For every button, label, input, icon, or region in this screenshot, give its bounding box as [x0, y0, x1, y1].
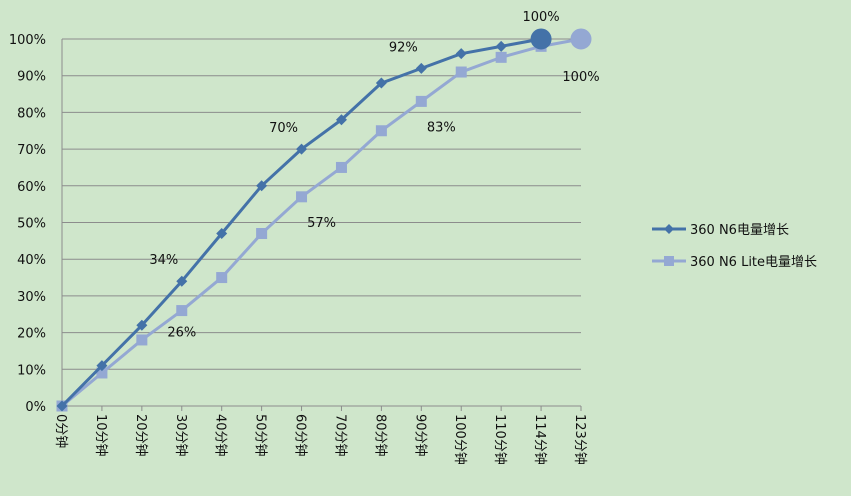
y-tick-label: 30% — [17, 290, 46, 305]
series-point-1 — [570, 28, 592, 50]
series-group — [56, 28, 592, 412]
data-label: 92% — [389, 40, 418, 55]
data-labels: 26% 57% 83% 100% 34% 70% 92% 100% — [149, 10, 599, 341]
x-tick-label: 114分钟 — [532, 414, 548, 465]
axes: 0% 10% 20% 30% 40% 50% 60% 70% 80% 90% 100% 0分钟 10分钟… — [9, 33, 588, 465]
x-tick-label: 100分钟 — [452, 414, 468, 465]
x-tick-label: 70分钟 — [332, 414, 348, 457]
series-point-0 — [455, 48, 467, 60]
x-tick-label: 123分钟 — [572, 414, 588, 465]
series-point-0 — [216, 228, 228, 240]
x-tick-label: 20分钟 — [133, 414, 149, 457]
x-tick-label: 50分钟 — [253, 414, 269, 457]
series-point-1 — [375, 125, 387, 137]
series-point-1 — [136, 334, 148, 346]
data-label: 100% — [562, 70, 599, 85]
data-label: 26% — [167, 326, 196, 341]
y-tick-label: 50% — [17, 217, 46, 232]
series-point-0 — [56, 400, 68, 412]
legend-marker-0 — [664, 224, 674, 234]
series-point-0 — [530, 28, 552, 50]
series-point-1 — [96, 367, 108, 379]
y-tick-label: 40% — [17, 253, 46, 268]
legend-label-0: 360 N6电量增长 — [690, 223, 789, 238]
y-tick-label: 90% — [17, 70, 46, 85]
series-point-1 — [495, 51, 507, 63]
series-point-0 — [176, 275, 188, 287]
series-point-0 — [136, 319, 148, 331]
series-point-0 — [415, 62, 427, 74]
y-tick-label: 100% — [9, 33, 46, 48]
x-tick-label: 30分钟 — [173, 414, 189, 457]
series-point-0 — [96, 360, 108, 372]
y-tick-label: 60% — [17, 180, 46, 195]
data-label: 100% — [522, 10, 559, 25]
series-point-1 — [256, 228, 268, 240]
data-label: 34% — [149, 253, 178, 268]
gridlines — [62, 38, 581, 370]
x-tick-label: 0分钟 — [53, 414, 69, 448]
x-tick-label: 110分钟 — [492, 414, 508, 465]
y-tick-label: 20% — [17, 327, 46, 342]
legend: 360 N6电量增长 360 N6 Lite电量增长 — [652, 223, 817, 270]
x-tick-label: 60分钟 — [293, 414, 309, 457]
series-point-0 — [335, 114, 347, 126]
series-point-0 — [296, 143, 308, 155]
series-point-1 — [415, 95, 427, 107]
data-label: 57% — [307, 216, 336, 231]
x-tick-label: 90分钟 — [412, 414, 428, 457]
legend-marker-1 — [664, 256, 674, 266]
y-tick-label: 70% — [17, 143, 46, 158]
series-point-1 — [296, 191, 308, 203]
series-point-1 — [455, 66, 467, 78]
x-tick-label: 40分钟 — [213, 414, 229, 457]
y-tick-label: 10% — [17, 363, 46, 378]
x-tick-label: 10分钟 — [93, 414, 109, 457]
series-point-1 — [216, 272, 228, 284]
y-tick-label: 0% — [25, 400, 46, 415]
series-point-0 — [256, 180, 268, 192]
data-label: 83% — [427, 120, 456, 135]
x-tick-label: 80分钟 — [372, 414, 388, 457]
series-point-1 — [335, 161, 347, 173]
series-line-1 — [61, 37, 582, 408]
series-point-0 — [375, 77, 387, 89]
series-point-1 — [176, 305, 188, 317]
series-point-0 — [495, 40, 507, 52]
data-label: 70% — [269, 121, 298, 136]
legend-label-1: 360 N6 Lite电量增长 — [690, 255, 817, 270]
y-tick-label: 80% — [17, 106, 46, 121]
